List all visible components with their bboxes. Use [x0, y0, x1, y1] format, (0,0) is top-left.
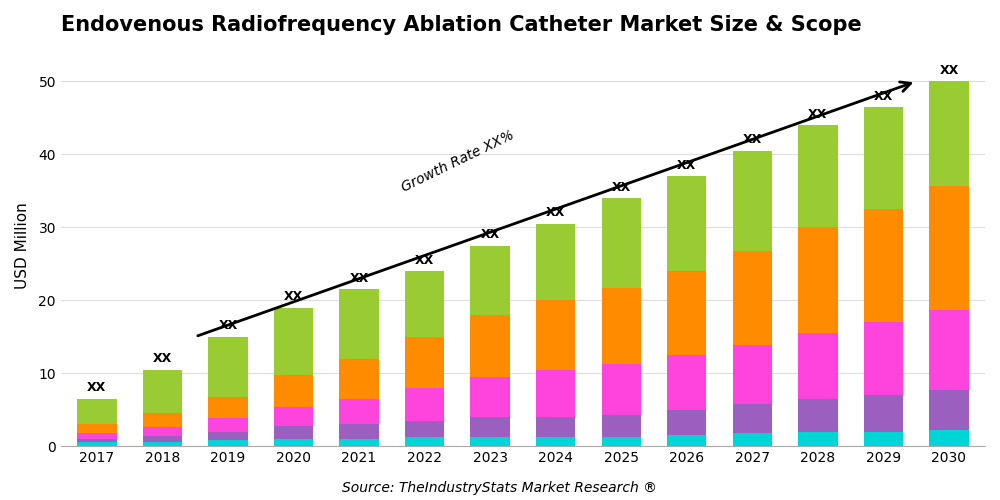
Bar — [798, 432, 838, 446]
Bar — [143, 427, 182, 436]
Bar — [536, 300, 575, 370]
Bar — [929, 310, 969, 390]
Bar — [339, 358, 379, 399]
Bar — [929, 430, 969, 446]
Text: Source: TheIndustryStats Market Research ®: Source: TheIndustryStats Market Research… — [342, 481, 658, 495]
Text: XX: XX — [874, 90, 893, 102]
Bar — [405, 388, 444, 420]
Bar — [143, 412, 182, 427]
Text: XX: XX — [612, 180, 631, 194]
Bar — [208, 336, 248, 396]
Text: XX: XX — [284, 290, 303, 303]
Bar — [667, 271, 706, 355]
Bar — [733, 150, 772, 250]
Bar — [405, 438, 444, 446]
Bar — [667, 410, 706, 435]
Bar — [77, 439, 117, 442]
Bar — [339, 398, 379, 424]
Bar — [208, 396, 248, 418]
Bar — [929, 186, 969, 310]
Bar — [77, 398, 117, 424]
Bar — [602, 198, 641, 288]
Text: XX: XX — [743, 134, 762, 146]
Text: XX: XX — [218, 320, 238, 332]
Bar — [77, 433, 117, 439]
Bar — [602, 438, 641, 446]
Bar — [208, 440, 248, 446]
Bar — [77, 424, 117, 433]
Bar — [798, 228, 838, 333]
Bar — [208, 432, 248, 440]
Bar — [929, 82, 969, 186]
Bar — [470, 246, 510, 315]
Y-axis label: USD Million: USD Million — [15, 202, 30, 289]
Bar — [470, 417, 510, 438]
Bar — [208, 418, 248, 432]
Text: XX: XX — [677, 159, 696, 172]
Text: Endovenous Radiofrequency Ablation Catheter Market Size & Scope: Endovenous Radiofrequency Ablation Cathe… — [61, 15, 862, 35]
Bar — [339, 439, 379, 446]
Text: XX: XX — [153, 352, 172, 365]
Bar — [536, 438, 575, 446]
Bar — [339, 290, 379, 358]
Bar — [864, 322, 903, 395]
Bar — [798, 333, 838, 398]
Bar — [470, 377, 510, 417]
Bar — [274, 426, 313, 439]
Text: XX: XX — [939, 64, 959, 77]
Text: XX: XX — [349, 272, 369, 285]
Bar — [274, 308, 313, 374]
Bar — [405, 336, 444, 388]
Bar — [143, 370, 182, 412]
Bar — [602, 288, 641, 364]
Bar — [733, 250, 772, 346]
Bar — [470, 315, 510, 377]
Bar — [405, 271, 444, 336]
Bar — [405, 420, 444, 438]
Bar — [274, 374, 313, 408]
Bar — [77, 442, 117, 446]
Bar — [798, 398, 838, 432]
Bar — [274, 439, 313, 446]
Bar — [733, 346, 772, 404]
Bar — [864, 209, 903, 322]
Bar — [339, 424, 379, 439]
Bar — [602, 364, 641, 416]
Bar — [602, 416, 641, 438]
Bar — [143, 436, 182, 442]
Bar — [667, 176, 706, 271]
Text: XX: XX — [546, 206, 565, 220]
Bar — [864, 395, 903, 432]
Bar — [733, 404, 772, 433]
Bar — [143, 442, 182, 446]
Bar — [536, 370, 575, 417]
Bar — [864, 432, 903, 446]
Bar — [470, 438, 510, 446]
Text: XX: XX — [87, 382, 106, 394]
Bar — [536, 224, 575, 300]
Text: XX: XX — [481, 228, 500, 241]
Bar — [929, 390, 969, 430]
Bar — [274, 408, 313, 426]
Bar — [667, 355, 706, 410]
Bar — [798, 125, 838, 228]
Text: XX: XX — [808, 108, 827, 121]
Bar — [667, 435, 706, 446]
Bar — [864, 107, 903, 209]
Text: XX: XX — [415, 254, 434, 266]
Text: Growth Rate XX%: Growth Rate XX% — [399, 128, 516, 194]
Bar — [733, 433, 772, 446]
Bar — [536, 417, 575, 438]
